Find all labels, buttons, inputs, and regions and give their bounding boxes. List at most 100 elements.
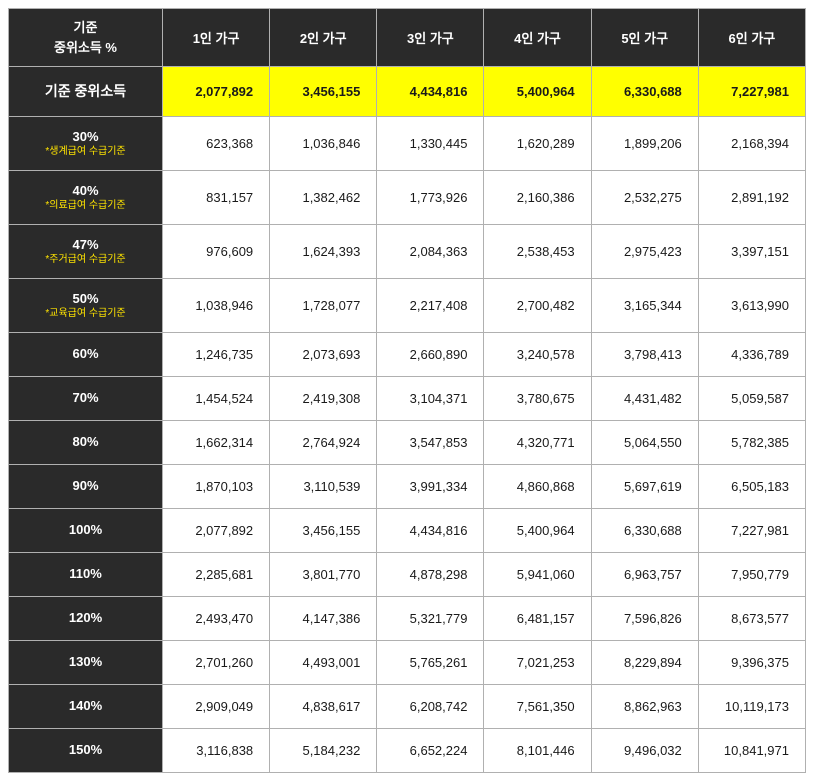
- row-header: 70%: [9, 377, 163, 421]
- cell-value: 5,184,232: [270, 729, 377, 773]
- row-header: 47%*주거급여 수급기준: [9, 225, 163, 279]
- cell-value: 4,838,617: [270, 685, 377, 729]
- cell-value: 1,330,445: [377, 117, 484, 171]
- row-header-sublabel: *주거급여 수급기준: [9, 253, 162, 266]
- row-header-label: 110%: [9, 566, 162, 583]
- cell-value: 6,652,224: [377, 729, 484, 773]
- cell-value: 2,084,363: [377, 225, 484, 279]
- cell-value: 1,620,289: [484, 117, 591, 171]
- cell-value: 7,950,779: [698, 553, 805, 597]
- cell-value: 6,208,742: [377, 685, 484, 729]
- cell-value: 1,728,077: [270, 279, 377, 333]
- cell-value: 6,481,157: [484, 597, 591, 641]
- row-header-label: 30%: [9, 129, 162, 146]
- cell-value: 3,547,853: [377, 421, 484, 465]
- cell-value: 5,782,385: [698, 421, 805, 465]
- cell-value: 1,624,393: [270, 225, 377, 279]
- cell-value: 7,227,981: [698, 509, 805, 553]
- col-header-label: 1인 가구: [193, 31, 240, 46]
- row-header-label: 100%: [9, 522, 162, 539]
- table-row: 150%3,116,8385,184,2326,652,2248,101,446…: [9, 729, 806, 773]
- table-body: 기준 중위소득2,077,8923,456,1554,434,8165,400,…: [9, 67, 806, 773]
- cell-value: 1,454,524: [163, 377, 270, 421]
- cell-value: 623,368: [163, 117, 270, 171]
- cell-value: 5,064,550: [591, 421, 698, 465]
- cell-value: 3,456,155: [270, 67, 377, 117]
- row-header: 100%: [9, 509, 163, 553]
- col-header: 6인 가구: [698, 9, 805, 67]
- row-header: 130%: [9, 641, 163, 685]
- cell-value: 2,700,482: [484, 279, 591, 333]
- row-header-label: 40%: [9, 183, 162, 200]
- cell-value: 2,975,423: [591, 225, 698, 279]
- cell-value: 5,765,261: [377, 641, 484, 685]
- row-header: 60%: [9, 333, 163, 377]
- table-row: 80%1,662,3142,764,9243,547,8534,320,7715…: [9, 421, 806, 465]
- cell-value: 3,613,990: [698, 279, 805, 333]
- cell-value: 2,168,394: [698, 117, 805, 171]
- row-header-label: 47%: [9, 237, 162, 254]
- cell-value: 6,963,757: [591, 553, 698, 597]
- cell-value: 4,320,771: [484, 421, 591, 465]
- cell-value: 2,891,192: [698, 171, 805, 225]
- cell-value: 3,456,155: [270, 509, 377, 553]
- col-header-label: 3인 가구: [407, 31, 454, 46]
- cell-value: 1,246,735: [163, 333, 270, 377]
- corner-header: 기준중위소득 %: [9, 9, 163, 67]
- cell-value: 3,110,539: [270, 465, 377, 509]
- row-header-label: 70%: [9, 390, 162, 407]
- header-row: 기준중위소득 % 1인 가구 2인 가구 3인 가구 4인 가구5인 가구6인 가구: [9, 9, 806, 67]
- cell-value: 2,073,693: [270, 333, 377, 377]
- row-header: 120%: [9, 597, 163, 641]
- cell-value: 7,561,350: [484, 685, 591, 729]
- cell-value: 4,431,482: [591, 377, 698, 421]
- cell-value: 2,217,408: [377, 279, 484, 333]
- cell-value: 4,493,001: [270, 641, 377, 685]
- cell-value: 4,878,298: [377, 553, 484, 597]
- cell-value: 3,165,344: [591, 279, 698, 333]
- table-row: 40%*의료급여 수급기준831,1571,382,4621,773,9262,…: [9, 171, 806, 225]
- cell-value: 3,991,334: [377, 465, 484, 509]
- cell-value: 2,160,386: [484, 171, 591, 225]
- row-header-label: 90%: [9, 478, 162, 495]
- row-header: 140%: [9, 685, 163, 729]
- cell-value: 2,660,890: [377, 333, 484, 377]
- cell-value: 10,119,173: [698, 685, 805, 729]
- median-income-table: 기준중위소득 % 1인 가구2인 가구3인 가구4인 가구5인 가구6인 가구 …: [8, 8, 806, 773]
- col-header: 5인 가구: [591, 9, 698, 67]
- cell-value: 1,038,946: [163, 279, 270, 333]
- cell-value: 6,505,183: [698, 465, 805, 509]
- cell-value: 3,104,371: [377, 377, 484, 421]
- row-header-label: 140%: [9, 698, 162, 715]
- col-header-label: 2인 가구: [300, 31, 347, 46]
- cell-value: 9,496,032: [591, 729, 698, 773]
- row-header: 150%: [9, 729, 163, 773]
- cell-value: 2,077,892: [163, 509, 270, 553]
- table-row: 110%2,285,6813,801,7704,878,2985,941,060…: [9, 553, 806, 597]
- cell-value: 1,773,926: [377, 171, 484, 225]
- cell-value: 5,321,779: [377, 597, 484, 641]
- col-header: 1인 가구: [163, 9, 270, 67]
- row-header-sublabel: *의료급여 수급기준: [9, 199, 162, 212]
- cell-value: 3,116,838: [163, 729, 270, 773]
- cell-value: 1,036,846: [270, 117, 377, 171]
- col-header: 4인 가구: [484, 9, 591, 67]
- row-header-sublabel: *생계급여 수급기준: [9, 145, 162, 158]
- cell-value: 8,101,446: [484, 729, 591, 773]
- row-header: 110%: [9, 553, 163, 597]
- cell-value: 5,697,619: [591, 465, 698, 509]
- row-header-label: 기준 중위소득: [9, 82, 162, 100]
- cell-value: 4,434,816: [377, 67, 484, 117]
- cell-value: 2,493,470: [163, 597, 270, 641]
- cell-value: 4,147,386: [270, 597, 377, 641]
- cell-value: 2,285,681: [163, 553, 270, 597]
- row-header-sublabel: *교육급여 수급기준: [9, 307, 162, 320]
- col-header: 2인 가구: [270, 9, 377, 67]
- cell-value: 2,538,453: [484, 225, 591, 279]
- cell-value: 7,227,981: [698, 67, 805, 117]
- cell-value: 3,780,675: [484, 377, 591, 421]
- row-header: 30%*생계급여 수급기준: [9, 117, 163, 171]
- cell-value: 9,396,375: [698, 641, 805, 685]
- cell-value: 976,609: [163, 225, 270, 279]
- cell-value: 831,157: [163, 171, 270, 225]
